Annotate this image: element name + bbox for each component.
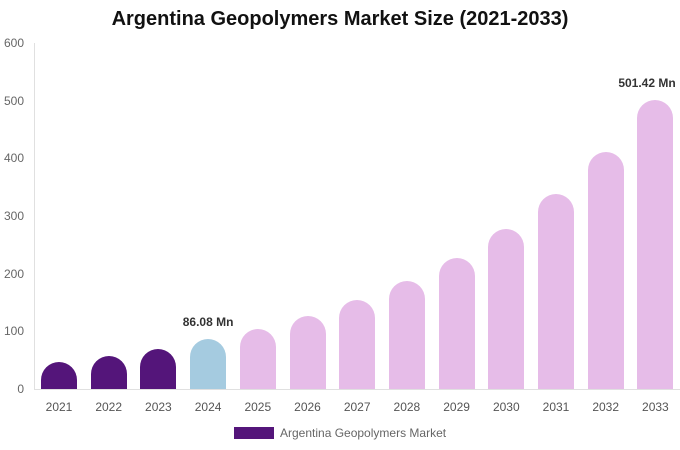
legend-swatch bbox=[234, 427, 274, 439]
x-axis-line bbox=[34, 389, 680, 390]
bar-2027[interactable] bbox=[339, 300, 376, 389]
bar-2024[interactable] bbox=[190, 339, 227, 389]
x-tick-label: 2023 bbox=[145, 400, 172, 414]
bar-2030[interactable] bbox=[488, 229, 525, 389]
x-tick-label: 2022 bbox=[95, 400, 123, 414]
data-label-2024: 86.08 Mn bbox=[182, 315, 234, 330]
data-label-2033: 501.42 Mn bbox=[618, 75, 676, 90]
y-tick-label: 100 bbox=[3, 324, 24, 339]
y-tick-label: 300 bbox=[3, 209, 24, 223]
bar-2028[interactable] bbox=[388, 281, 425, 389]
bar-2029[interactable] bbox=[438, 258, 475, 389]
bar-2022[interactable] bbox=[90, 356, 127, 389]
x-tick-label: 2031 bbox=[542, 400, 570, 414]
bar-2033[interactable] bbox=[637, 99, 674, 389]
bar-2031[interactable] bbox=[538, 194, 574, 389]
x-tick-label: 2032 bbox=[592, 400, 620, 414]
x-tick-label: 2021 bbox=[45, 400, 73, 414]
x-tick-label: 2033 bbox=[642, 400, 669, 414]
legend: Argentina Geopolymers Market bbox=[234, 426, 446, 440]
x-tick-label: 2030 bbox=[492, 400, 520, 414]
y-tick-label: 400 bbox=[3, 151, 24, 166]
bar-2021[interactable] bbox=[41, 361, 77, 389]
chart-title: Argentina Geopolymers Market Size (2021-… bbox=[111, 8, 569, 30]
x-tick-label: 2029 bbox=[443, 400, 470, 414]
bar-2026[interactable] bbox=[289, 315, 326, 389]
x-tick-label: 2028 bbox=[393, 400, 421, 414]
y-tick-label: 500 bbox=[3, 93, 24, 108]
bar-2025[interactable] bbox=[239, 329, 276, 389]
x-tick-label: 2024 bbox=[194, 400, 222, 414]
x-tick-label: 2027 bbox=[343, 400, 371, 414]
y-axis-line bbox=[34, 43, 35, 389]
y-tick-label: 200 bbox=[3, 266, 24, 281]
x-tick-label: 2025 bbox=[244, 400, 272, 414]
x-tick-label: 2026 bbox=[294, 400, 321, 414]
bar-2032[interactable] bbox=[587, 151, 624, 389]
y-tick-label: 600 bbox=[3, 36, 24, 50]
y-tick-label: 0 bbox=[17, 382, 24, 396]
bar-2023[interactable] bbox=[140, 349, 177, 389]
legend-label: Argentina Geopolymers Market bbox=[280, 426, 447, 440]
